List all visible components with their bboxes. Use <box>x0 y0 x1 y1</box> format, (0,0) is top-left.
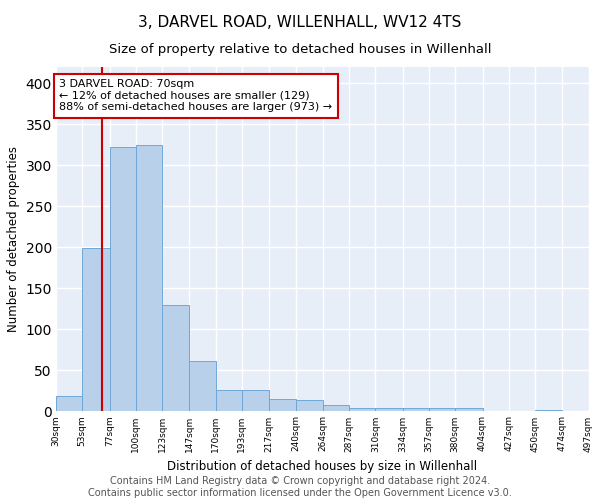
Bar <box>82 248 110 411</box>
Bar <box>136 145 162 411</box>
X-axis label: Distribution of detached houses by size in Willenhall: Distribution of detached houses by size … <box>167 460 478 473</box>
Bar <box>56 396 82 411</box>
Bar <box>403 408 429 411</box>
Bar <box>535 410 562 411</box>
Bar <box>190 361 215 411</box>
Bar <box>429 408 455 411</box>
Text: 3 DARVEL ROAD: 70sqm
← 12% of detached houses are smaller (129)
88% of semi-deta: 3 DARVEL ROAD: 70sqm ← 12% of detached h… <box>59 79 332 112</box>
Bar <box>110 148 136 411</box>
Bar <box>323 404 349 411</box>
Text: Size of property relative to detached houses in Willenhall: Size of property relative to detached ho… <box>109 42 491 56</box>
Bar <box>349 408 376 411</box>
Bar <box>162 304 190 411</box>
Bar <box>376 408 403 411</box>
Bar <box>242 390 269 411</box>
Text: 3, DARVEL ROAD, WILLENHALL, WV12 4TS: 3, DARVEL ROAD, WILLENHALL, WV12 4TS <box>139 15 461 30</box>
Text: Contains HM Land Registry data © Crown copyright and database right 2024.
Contai: Contains HM Land Registry data © Crown c… <box>88 476 512 498</box>
Bar <box>215 390 242 411</box>
Bar <box>269 399 296 411</box>
Bar <box>455 408 482 411</box>
Bar <box>296 400 323 411</box>
Y-axis label: Number of detached properties: Number of detached properties <box>7 146 20 332</box>
